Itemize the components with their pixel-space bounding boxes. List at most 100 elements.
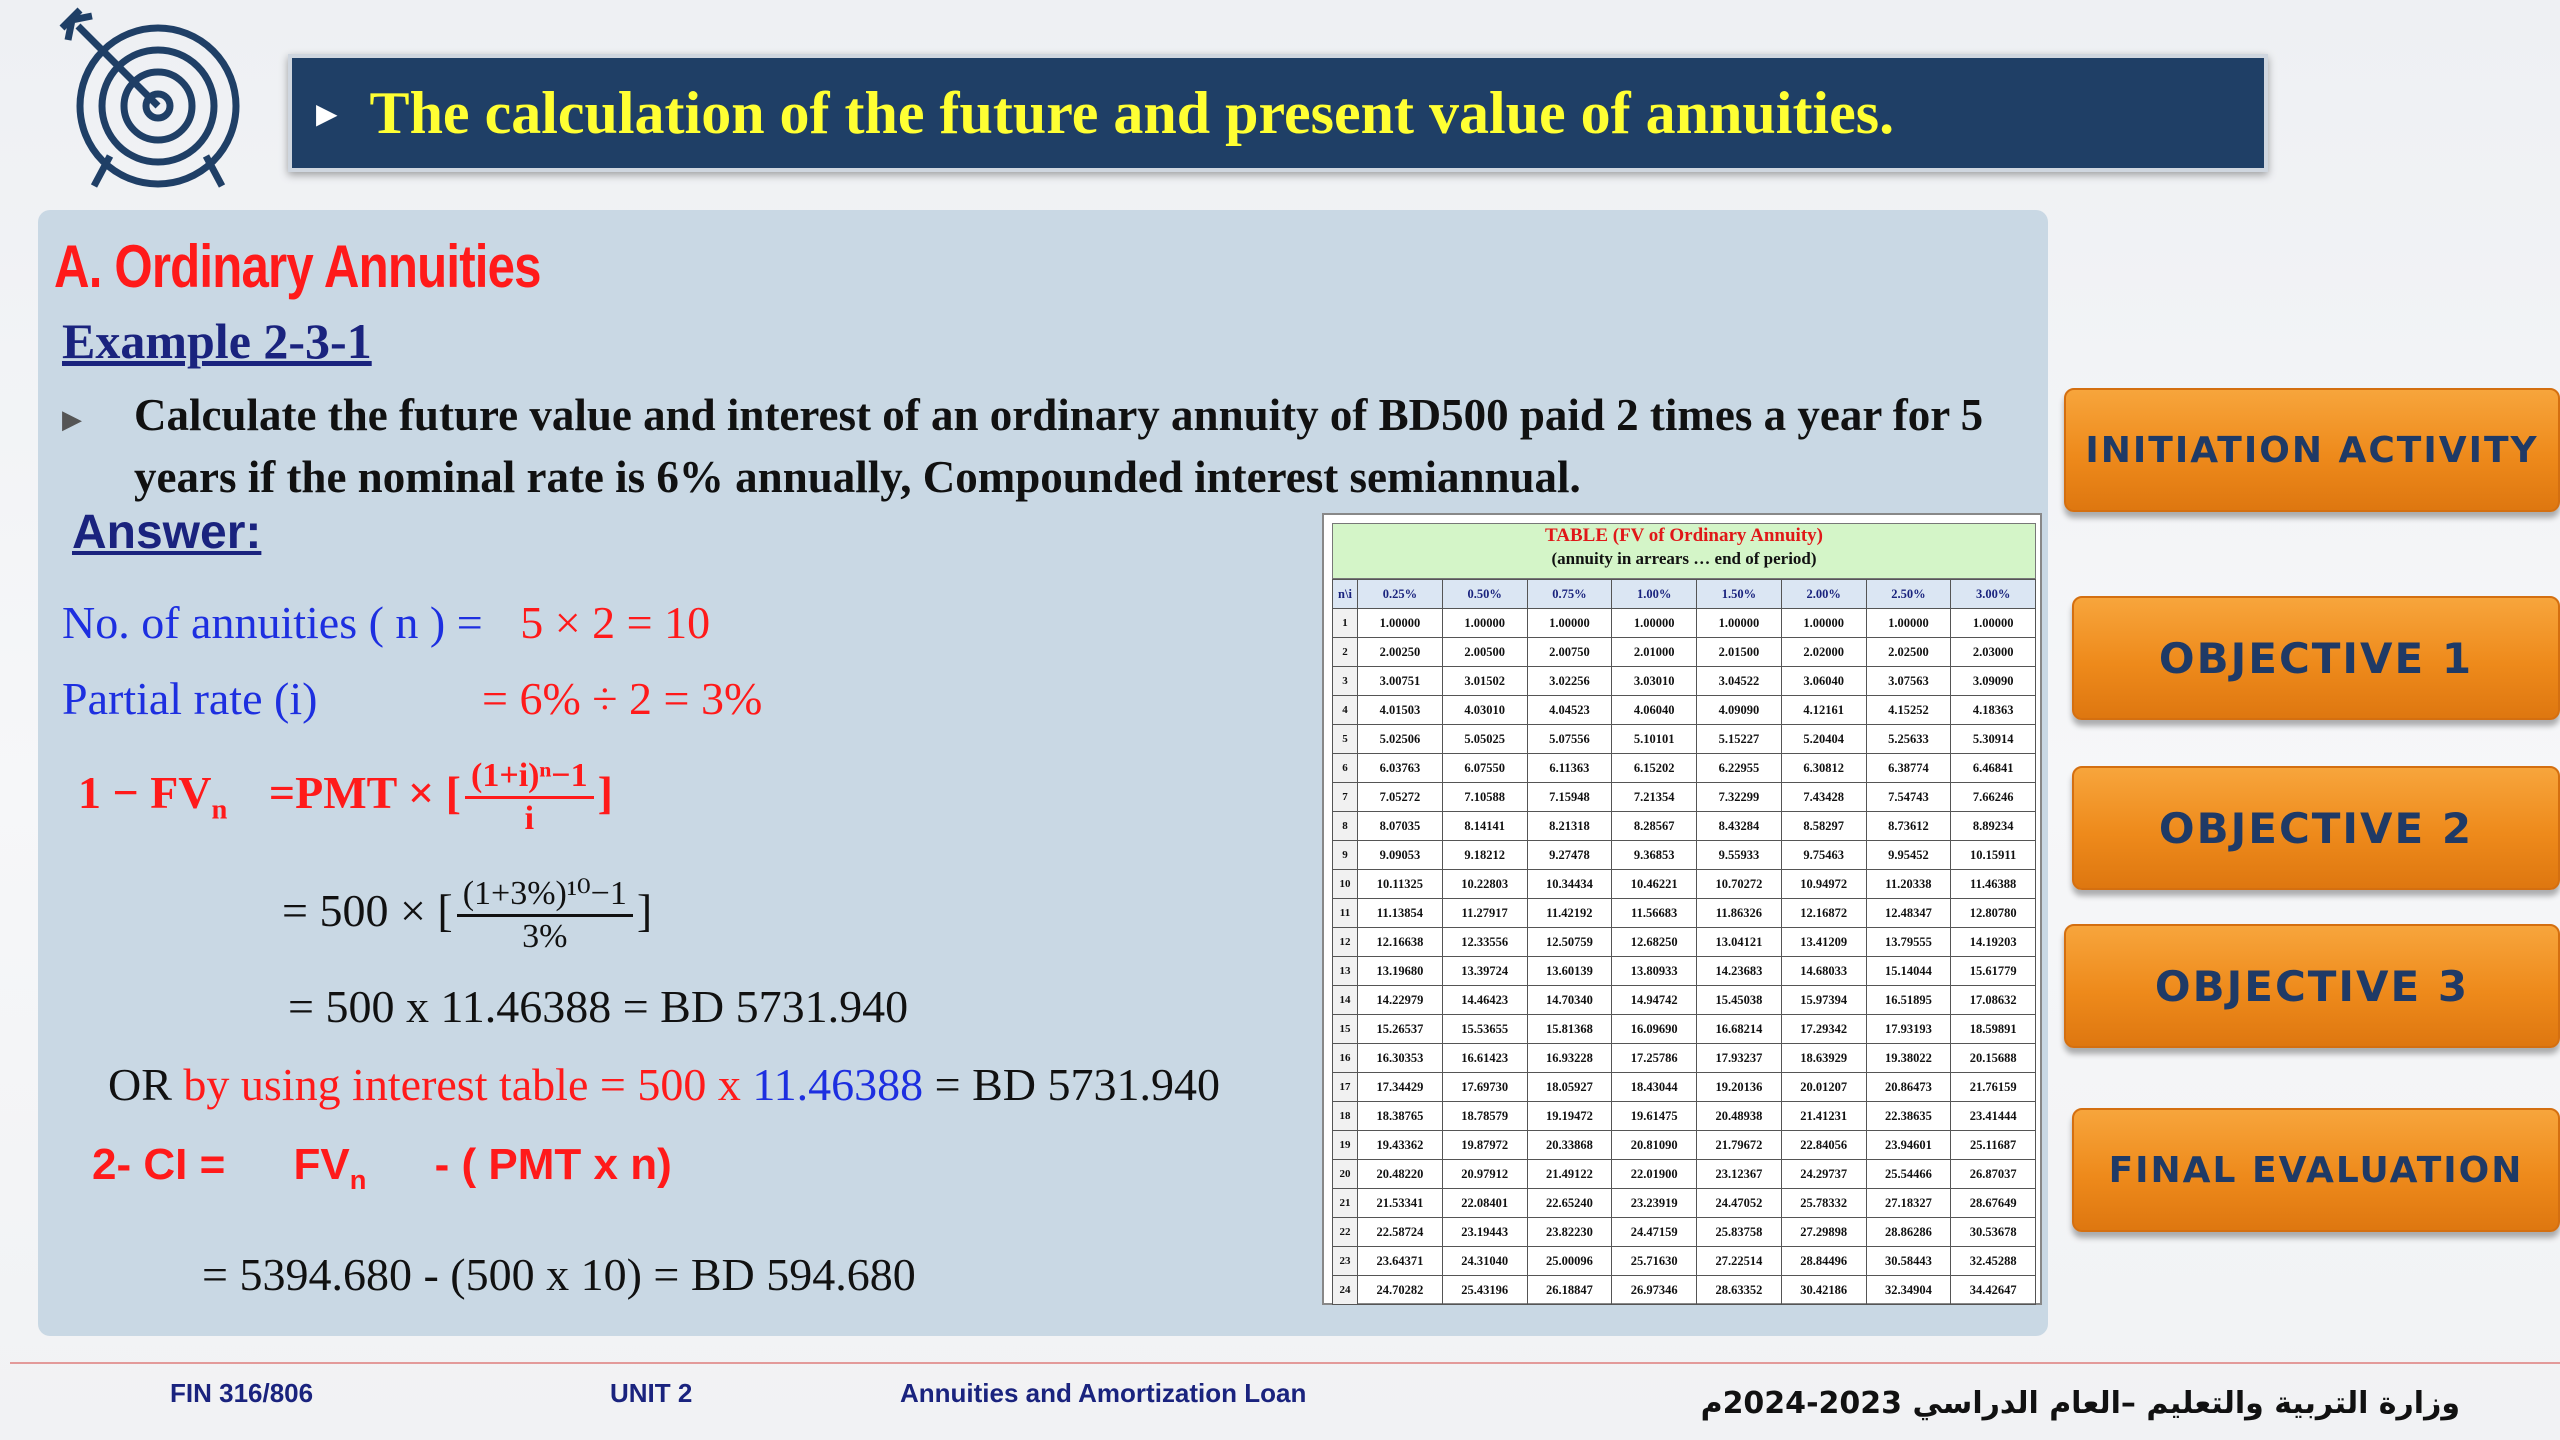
table-cell: 20.86473 <box>1865 1072 1952 1102</box>
table-column-header: 2.50% <box>1865 579 1952 609</box>
table-period-cell: 8 <box>1332 811 1358 841</box>
table-cell: 21.76159 <box>1950 1072 2036 1102</box>
table-cell: 1.00000 <box>1950 608 2036 638</box>
table-cell: 24.47159 <box>1611 1217 1697 1247</box>
table-cell: 23.64371 <box>1357 1246 1443 1276</box>
table-cell: 14.23683 <box>1696 956 1782 986</box>
table-period-cell: 4 <box>1332 695 1358 725</box>
table-cell: 7.21354 <box>1611 782 1697 812</box>
table-row: 6 6.03763 6.07550 6.11363 6.15202 6.22955 6.30… <box>1332 753 2036 783</box>
table-period-cell: 12 <box>1332 927 1358 957</box>
table-cell: 6.15202 <box>1611 753 1697 783</box>
table-cell: 3.03010 <box>1611 666 1697 696</box>
table-row: 17 17.34429 17.69730 18.05927 18.43044 19.201… <box>1332 1072 2036 1102</box>
or-text: OR <box>108 1059 172 1110</box>
table-period-cell: 24 <box>1332 1275 1358 1305</box>
table-cell: 10.22803 <box>1441 869 1528 899</box>
table-cell: 20.48938 <box>1696 1101 1782 1131</box>
objective-3-button[interactable]: OBJECTIVE 3 <box>2064 924 2560 1048</box>
table-cell: 6.03763 <box>1357 753 1443 783</box>
objective-1-button[interactable]: OBJECTIVE 1 <box>2072 596 2560 720</box>
table-cell: 9.75463 <box>1780 840 1867 870</box>
table-body: 1 1.00000 1.00000 1.00000 1.00000 1.00000 1.00… <box>1332 608 2036 1305</box>
formula-step-2: = 500 × [(1+3%)¹⁰−1 3%] <box>282 874 652 957</box>
table-period-cell: 10 <box>1332 869 1358 899</box>
table-row: 23 23.64371 24.31040 25.00096 25.71630 27.225… <box>1332 1246 2036 1276</box>
table-cell: 12.33556 <box>1441 927 1528 957</box>
section-heading: A. Ordinary Annuities <box>54 233 542 300</box>
step2-fraction: (1+3%)¹⁰−1 3% <box>456 874 633 957</box>
table-cell: 2.02500 <box>1865 637 1952 667</box>
final-evaluation-button[interactable]: FINAL EVALUATION <box>2072 1108 2560 1232</box>
table-cell: 3.09090 <box>1950 666 2036 696</box>
table-cell: 34.42647 <box>1950 1275 2036 1305</box>
table-cell: 23.19443 <box>1441 1217 1528 1247</box>
table-cell: 6.46841 <box>1950 753 2036 783</box>
ci-fv: FV <box>293 1140 350 1189</box>
table-cell: 28.63352 <box>1696 1275 1782 1305</box>
table-cell: 15.45038 <box>1696 985 1782 1015</box>
fraction-denominator: 3% <box>522 918 568 955</box>
table-cell: 14.94742 <box>1611 985 1697 1015</box>
table-cell: 2.00750 <box>1526 637 1613 667</box>
table-cell: 9.18212 <box>1441 840 1528 870</box>
table-period-cell: 20 <box>1332 1159 1358 1189</box>
table-row: 18 18.38765 18.78579 19.19472 19.61475 20.489… <box>1332 1101 2036 1131</box>
table-cell: 15.81368 <box>1526 1014 1613 1044</box>
table-row: 8 8.07035 8.14141 8.21318 8.28567 8.43284 8.58… <box>1332 811 2036 841</box>
table-period-cell: 14 <box>1332 985 1358 1015</box>
table-cell: 5.02506 <box>1357 724 1443 754</box>
table-period-cell: 2 <box>1332 637 1358 667</box>
table-cell: 13.04121 <box>1696 927 1782 957</box>
table-period-cell: 16 <box>1332 1043 1358 1073</box>
fv-table-grid: n\i 0.25% 0.50% 0.75% 1.00% 1.50% 2.00% 2.50% 3.… <box>1332 579 2036 1305</box>
table-cell: 25.83758 <box>1696 1217 1782 1247</box>
table-cell: 2.02000 <box>1780 637 1867 667</box>
table-cell: 20.15688 <box>1950 1043 2036 1073</box>
table-cell: 25.54466 <box>1865 1159 1952 1189</box>
table-cell: 11.86326 <box>1696 898 1782 928</box>
table-cell: 7.15948 <box>1526 782 1613 812</box>
step2-prefix: = 500 × [ <box>282 885 453 937</box>
table-period-cell: 23 <box>1332 1246 1358 1276</box>
table-cell: 12.16872 <box>1780 898 1867 928</box>
formula-fv-eq: =PMT × [ <box>268 767 461 819</box>
table-cell: 1.00000 <box>1611 608 1697 638</box>
table-cell: 27.22514 <box>1696 1246 1782 1276</box>
table-period-cell: 22 <box>1332 1217 1358 1247</box>
table-cell: 11.27917 <box>1441 898 1528 928</box>
table-period-cell: 5 <box>1332 724 1358 754</box>
table-cell: 7.10588 <box>1441 782 1528 812</box>
table-cell: 17.93193 <box>1865 1014 1952 1044</box>
table-cell: 12.50759 <box>1526 927 1613 957</box>
table-row: 11 11.13854 11.27917 11.42192 11.56683 11.863… <box>1332 898 2036 928</box>
table-cell: 12.16638 <box>1357 927 1443 957</box>
table-cell: 28.67649 <box>1950 1188 2036 1218</box>
ci-formula: 2- CI = FVn - ( PMT x n) <box>92 1140 672 1196</box>
table-cell: 20.48220 <box>1357 1159 1443 1189</box>
initiation-activity-button[interactable]: INITIATION ACTIVITY <box>2064 388 2560 512</box>
table-cell: 16.09690 <box>1611 1014 1697 1044</box>
table-cell: 19.61475 <box>1611 1101 1697 1131</box>
table-cell: 17.93237 <box>1696 1043 1782 1073</box>
objective-2-button[interactable]: OBJECTIVE 2 <box>2072 766 2560 890</box>
table-cell: 6.22955 <box>1696 753 1782 783</box>
table-cell: 6.11363 <box>1526 753 1613 783</box>
table-subtitle: (annuity in arrears … end of period) <box>1551 549 1817 568</box>
footer-unit: UNIT 2 <box>610 1378 693 1408</box>
table-cell: 23.82230 <box>1526 1217 1613 1247</box>
footer-divider <box>10 1362 2560 1364</box>
table-cell: 16.61423 <box>1441 1043 1528 1073</box>
table-cell: 1.00000 <box>1696 608 1782 638</box>
table-cell: 4.12161 <box>1780 695 1867 725</box>
table-cell: 8.14141 <box>1441 811 1528 841</box>
table-cell: 18.38765 <box>1357 1101 1443 1131</box>
table-row: 19 19.43362 19.87972 20.33868 20.81090 21.796… <box>1332 1130 2036 1160</box>
annuities-label: No. of annuities ( n ) = <box>62 597 483 648</box>
table-row: 12 12.16638 12.33556 12.50759 12.68250 13.041… <box>1332 927 2036 957</box>
table-row: 20 20.48220 20.97912 21.49122 22.01900 23.123… <box>1332 1159 2036 1189</box>
table-period-cell: 9 <box>1332 840 1358 870</box>
rate-label: Partial rate (i) <box>62 673 318 724</box>
table-period-cell: 3 <box>1332 666 1358 696</box>
formula-fv: 1 − FVn =PMT × [(1+i)ⁿ−1 i] <box>78 756 613 839</box>
